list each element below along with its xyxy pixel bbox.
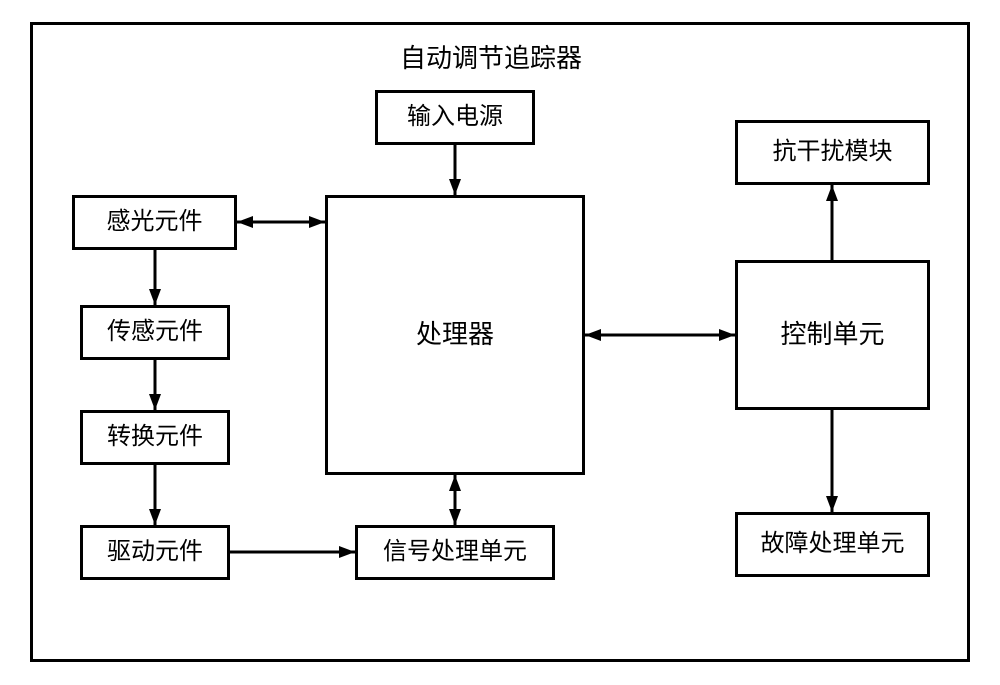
node-processor: 处理器 xyxy=(325,195,585,475)
node-drive: 驱动元件 xyxy=(80,525,230,580)
node-convert: 转换元件 xyxy=(80,410,230,465)
node-sensor: 传感元件 xyxy=(80,305,230,360)
diagram-canvas: 自动调节追踪器 输入电源 处理器 感光元件 传感元件 转换元件 驱动元件 信号处… xyxy=(0,0,1000,685)
node-power: 输入电源 xyxy=(375,90,535,145)
node-control: 控制单元 xyxy=(735,260,930,410)
node-signal: 信号处理单元 xyxy=(355,525,555,580)
node-photo: 感光元件 xyxy=(72,195,237,250)
node-fault: 故障处理单元 xyxy=(735,512,930,577)
diagram-title: 自动调节追踪器 xyxy=(400,38,582,75)
node-anti: 抗干扰模块 xyxy=(735,120,930,185)
